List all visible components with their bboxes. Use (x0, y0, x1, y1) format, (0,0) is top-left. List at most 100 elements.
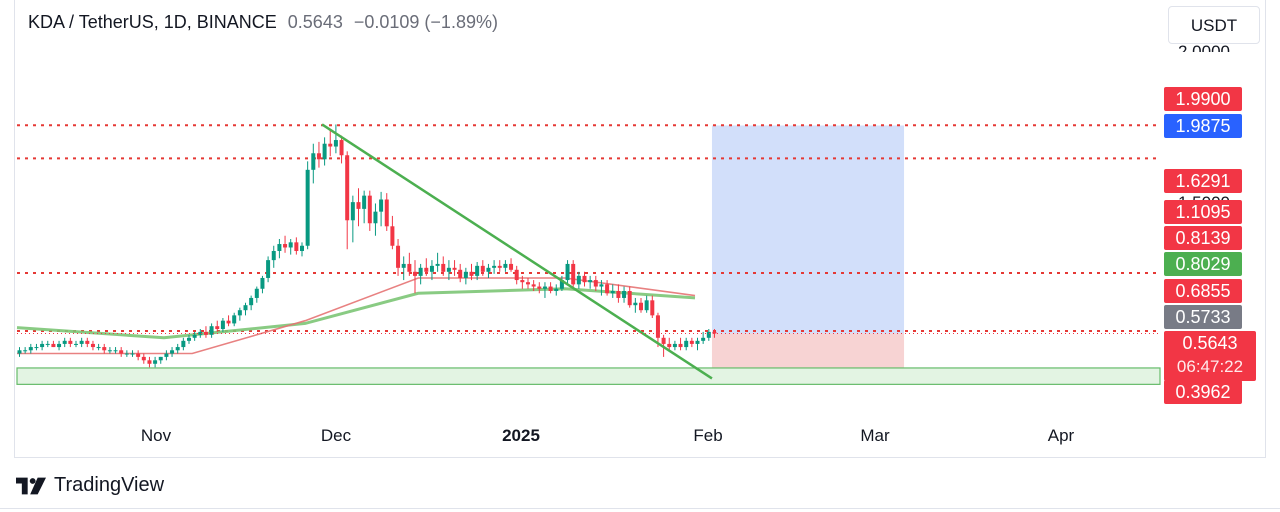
candle (107, 347, 112, 354)
candle-body (243, 305, 248, 311)
time-label-2025: 2025 (502, 426, 540, 445)
candle (192, 331, 197, 341)
candle (226, 315, 231, 327)
candle-body (339, 140, 344, 156)
price-chart[interactable] (0, 0, 1280, 458)
candle (390, 215, 395, 250)
candle (480, 260, 485, 276)
candle-body (469, 271, 474, 276)
tradingview-brand[interactable]: TradingView (16, 474, 164, 497)
candle-body (277, 244, 282, 251)
candle-body (237, 310, 242, 316)
candle-body (379, 199, 384, 212)
candle (254, 286, 259, 303)
candle-body (362, 195, 367, 209)
candle-body (85, 340, 90, 344)
currency-button[interactable]: USDT (1168, 6, 1260, 44)
candle (141, 353, 146, 364)
candle-body (526, 282, 530, 285)
candle-body (667, 343, 672, 348)
candle-body (531, 284, 536, 287)
candle (655, 312, 660, 348)
candle-body (232, 315, 237, 324)
stop-zone (711, 333, 905, 368)
candle (616, 284, 621, 303)
candle (74, 340, 78, 348)
candle (452, 260, 457, 276)
candle-body (45, 343, 50, 345)
candle-body (209, 326, 214, 335)
candle (463, 267, 468, 285)
candle-body (554, 288, 559, 292)
candle-body (593, 280, 598, 287)
candle-body (311, 153, 316, 170)
candle-body (492, 265, 497, 268)
candle-body (294, 242, 299, 251)
label-06855: 0.6855 (1164, 279, 1242, 303)
candle-body (655, 315, 660, 338)
candle (384, 193, 389, 231)
candle-body (158, 356, 163, 361)
candle (164, 350, 169, 361)
candle-body (610, 291, 615, 294)
label-11095: 1.1095 (1164, 200, 1242, 224)
candle-body (486, 267, 491, 272)
candle (40, 340, 45, 351)
candle-body (678, 343, 683, 348)
candle (209, 323, 214, 338)
candle (379, 191, 384, 227)
candle-body (373, 211, 378, 224)
candle (401, 256, 406, 281)
candle-body (639, 302, 643, 311)
candle-body (689, 340, 694, 344)
candle (441, 256, 446, 276)
candle (17, 347, 22, 357)
candle-body (164, 353, 169, 357)
candle-body (684, 340, 689, 348)
candle (593, 275, 598, 292)
chart-frame (14, 0, 1266, 458)
candle-body (424, 267, 429, 272)
candle (475, 262, 480, 281)
candle-body (446, 267, 451, 272)
candle (198, 329, 203, 338)
candle (486, 263, 491, 278)
candle-body (147, 360, 152, 364)
candle (689, 337, 694, 348)
candle (316, 141, 321, 168)
candle-body (480, 265, 485, 272)
candle (605, 280, 610, 296)
candle (203, 326, 208, 338)
candle (469, 263, 474, 281)
symbol-header: KDA / TetherUS, 1D, BINANCE 0.5643 −0.01… (28, 12, 498, 33)
candle (232, 312, 237, 327)
candle (554, 284, 559, 296)
candle (187, 334, 191, 344)
candle (266, 256, 271, 283)
candle (650, 295, 655, 319)
candle-body (497, 265, 502, 268)
candle (373, 203, 378, 236)
candle-body (712, 331, 717, 334)
candle (113, 347, 118, 354)
candle-body (350, 202, 355, 221)
candle-body (576, 275, 581, 285)
candle-body (542, 286, 547, 289)
candle (418, 263, 423, 285)
candle (362, 190, 367, 224)
candle-body (520, 280, 525, 283)
candle-body (441, 263, 446, 272)
candle-body (74, 343, 78, 345)
candle (294, 237, 299, 255)
candle (559, 275, 564, 292)
candle (220, 318, 225, 332)
candle-body (170, 350, 175, 354)
candle (435, 252, 440, 272)
candle (678, 337, 683, 351)
candle-body (565, 263, 570, 281)
candle-body (701, 337, 706, 341)
current-price-value: 0.5643 (1182, 333, 1238, 353)
candle (158, 356, 163, 364)
candle-body (28, 347, 33, 351)
candle (350, 195, 355, 243)
